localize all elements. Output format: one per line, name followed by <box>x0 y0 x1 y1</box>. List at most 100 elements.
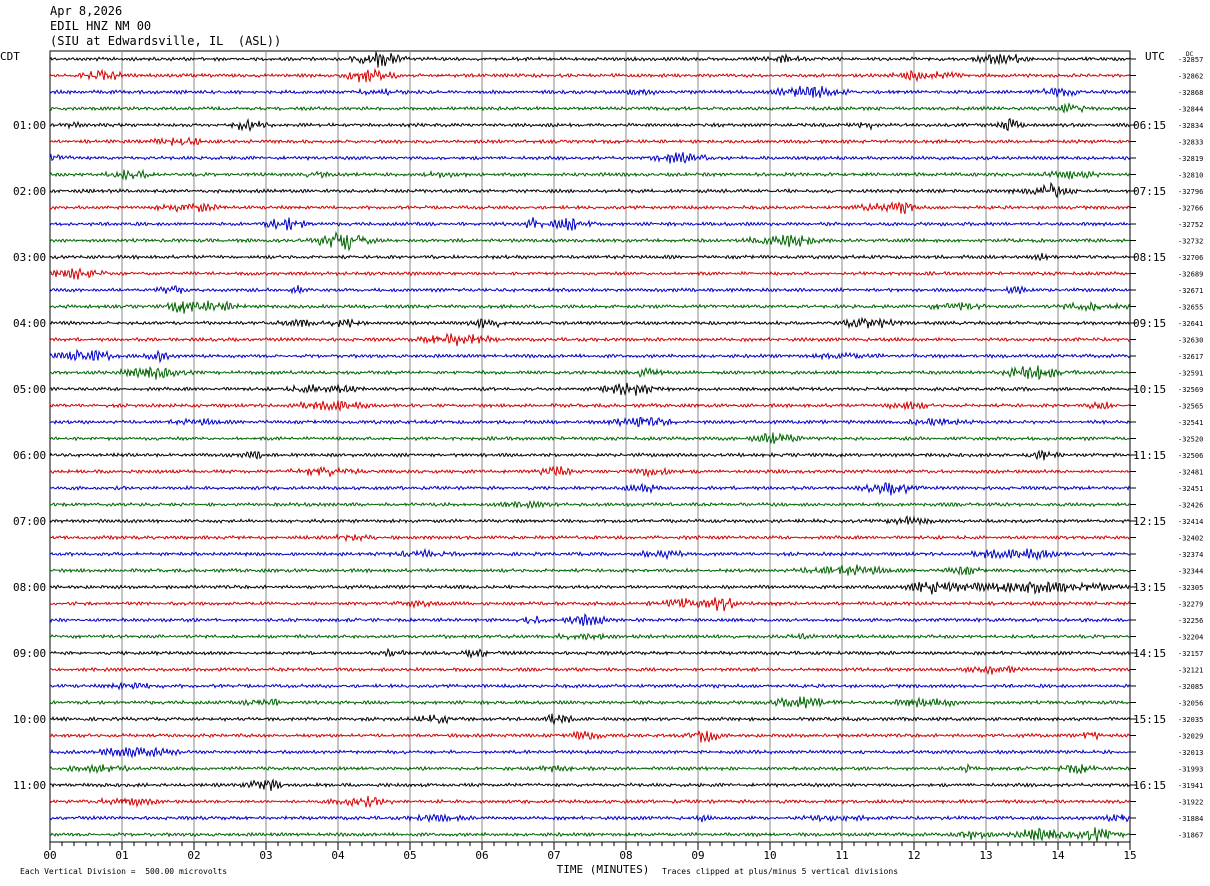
dc-offset-label: -32617 <box>1178 353 1203 361</box>
header-date: Apr 8,2026 <box>50 4 123 18</box>
dc-offset-label: -32819 <box>1178 155 1203 163</box>
dc-offset-label: -32862 <box>1178 73 1203 81</box>
utc-hour-label: 11:15 <box>1133 449 1166 462</box>
dc-offset-label: -32641 <box>1178 320 1203 328</box>
trace-line <box>49 729 1131 743</box>
dc-offset-label: -32029 <box>1178 733 1203 741</box>
trace-line <box>49 713 1131 726</box>
utc-hour-label: 14:15 <box>1133 647 1166 660</box>
dc-offset-label: -32810 <box>1178 172 1203 180</box>
dc-label: DC <box>1186 51 1194 58</box>
x-tick-label: 13 <box>979 849 992 862</box>
clip-note: Traces clipped at plus/minus 5 vertical … <box>662 867 899 876</box>
trace-line <box>49 795 1131 809</box>
trace-line <box>49 332 1131 347</box>
trace-line <box>49 201 1131 215</box>
x-tick-label: 09 <box>691 849 704 862</box>
utc-hour-label: 08:15 <box>1133 251 1166 264</box>
cdt-hour-label: 05:00 <box>13 383 46 396</box>
dc-offset-label: -32844 <box>1178 106 1203 114</box>
x-tick-label: 04 <box>331 849 345 862</box>
dc-offset-label: -32834 <box>1178 122 1203 130</box>
dc-offset-label: -32204 <box>1178 634 1203 642</box>
cdt-hour-label: 09:00 <box>13 647 46 660</box>
trace-line <box>49 217 1131 231</box>
trace-line <box>49 581 1131 595</box>
x-tick-label: 12 <box>907 849 920 862</box>
trace-line <box>49 746 1131 759</box>
trace-line <box>49 152 1131 165</box>
scale-note: Each Vertical Division = 500.00 microvol… <box>20 867 228 876</box>
dc-offset-label: -32833 <box>1178 139 1203 147</box>
utc-hour-label: 15:15 <box>1133 713 1166 726</box>
cdt-hour-label: 06:00 <box>13 449 46 462</box>
dc-offset-label: -32279 <box>1178 601 1203 609</box>
x-tick-label: 10 <box>763 849 776 862</box>
dc-offset-label: -32796 <box>1178 188 1203 196</box>
x-tick-label: 03 <box>259 849 272 862</box>
trace-line <box>49 547 1131 562</box>
utc-hour-label: 16:15 <box>1133 779 1166 792</box>
dc-offset-label: -32157 <box>1178 650 1203 658</box>
trace-line <box>49 230 1131 252</box>
dc-offset-label: -32305 <box>1178 584 1203 592</box>
x-tick-label: 01 <box>115 849 128 862</box>
dc-offset-label: -32426 <box>1178 502 1203 510</box>
trace-line <box>49 382 1131 397</box>
header-channel: EDIL HNZ NM 00 <box>50 19 152 33</box>
header-station: (SIU at Edwardsville, IL (ASL)) <box>50 34 282 48</box>
utc-hour-label: 07:15 <box>1133 185 1166 198</box>
dc-offset-label: -32451 <box>1178 485 1203 493</box>
cdt-hour-label: 10:00 <box>13 713 46 726</box>
x-tick-label: 11 <box>835 849 848 862</box>
dc-offset-label: -32506 <box>1178 452 1203 460</box>
dc-offset-label: -32752 <box>1178 221 1203 229</box>
dc-offset-label: -31922 <box>1178 799 1203 807</box>
dc-offset-label: -32035 <box>1178 716 1203 724</box>
dc-offset-label: -32541 <box>1178 419 1203 427</box>
dc-offset-label: -32857 <box>1178 56 1203 64</box>
utc-hour-label: 06:15 <box>1133 119 1166 132</box>
x-tick-label: 15 <box>1123 849 1136 862</box>
left-zone-label: CDT <box>0 50 20 63</box>
utc-hour-label: 09:15 <box>1133 317 1166 330</box>
trace-line <box>49 316 1131 330</box>
trace-line <box>49 647 1131 659</box>
cdt-hour-label: 02:00 <box>13 185 46 198</box>
cdt-hour-label: 11:00 <box>13 779 46 792</box>
trace-line <box>49 564 1131 576</box>
trace-line <box>49 597 1131 612</box>
trace-line <box>49 533 1131 543</box>
x-tick-label: 07 <box>547 849 560 862</box>
trace-line <box>49 449 1131 461</box>
trace-line <box>49 416 1131 428</box>
dc-offset-label: -32056 <box>1178 700 1203 708</box>
trace-line <box>49 515 1131 526</box>
trace-line <box>49 267 1131 280</box>
trace-line <box>49 827 1131 842</box>
trace-line <box>49 101 1131 114</box>
trace-line <box>49 499 1131 510</box>
x-tick-label: 05 <box>403 849 416 862</box>
trace-line <box>49 67 1131 83</box>
trace-line <box>49 168 1131 182</box>
x-tick-label: 02 <box>187 849 200 862</box>
dc-offset-label: -32121 <box>1178 667 1203 675</box>
trace-line <box>49 482 1131 496</box>
trace-line <box>49 632 1131 642</box>
dc-offset-label: -32732 <box>1178 238 1203 246</box>
dc-offset-label: -31941 <box>1178 782 1203 790</box>
trace-line <box>49 665 1131 676</box>
cdt-hour-label: 08:00 <box>13 581 46 594</box>
trace-line <box>49 465 1131 479</box>
cdt-hour-label: 04:00 <box>13 317 46 330</box>
trace-line <box>49 432 1131 445</box>
trace-line <box>49 681 1131 691</box>
trace-line <box>49 136 1131 147</box>
trace-line <box>49 85 1131 98</box>
trace-line <box>49 117 1131 133</box>
dc-offset-label: -32565 <box>1178 403 1203 411</box>
utc-hour-label: 13:15 <box>1133 581 1166 594</box>
right-zone-label: UTC <box>1145 50 1165 63</box>
